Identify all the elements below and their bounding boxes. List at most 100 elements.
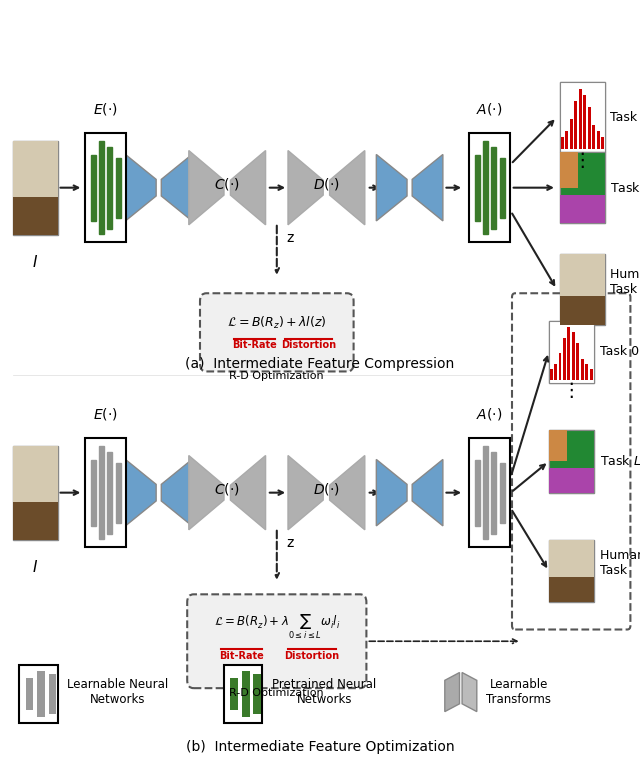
- Text: $E(\cdot)$: $E(\cdot)$: [93, 407, 118, 422]
- Bar: [560, 82, 605, 152]
- Bar: [588, 107, 591, 149]
- Bar: [492, 452, 496, 533]
- Bar: [13, 502, 58, 540]
- Text: $\mathcal{L} = B(R_z) + \lambda \sum_{0 \leq i \leq L} \omega_i l_i$: $\mathcal{L} = B(R_z) + \lambda \sum_{0 …: [214, 613, 340, 641]
- Bar: [549, 540, 594, 577]
- Text: Distortion: Distortion: [281, 340, 337, 350]
- Bar: [560, 82, 605, 152]
- FancyBboxPatch shape: [19, 665, 58, 723]
- Bar: [13, 197, 58, 235]
- Bar: [550, 369, 552, 380]
- Bar: [579, 89, 582, 149]
- Text: $D(\cdot)$: $D(\cdot)$: [313, 481, 340, 497]
- FancyBboxPatch shape: [85, 133, 127, 242]
- Bar: [563, 338, 566, 380]
- Bar: [559, 353, 561, 380]
- Polygon shape: [412, 459, 443, 526]
- Bar: [91, 155, 95, 221]
- Text: Task 0: Task 0: [610, 111, 640, 124]
- Bar: [230, 678, 238, 710]
- Text: Human Vision
Task: Human Vision Task: [600, 549, 640, 577]
- Text: R-D Optimization: R-D Optimization: [230, 371, 324, 382]
- Bar: [483, 446, 488, 540]
- Bar: [500, 462, 504, 522]
- Bar: [91, 460, 95, 526]
- Bar: [570, 119, 573, 149]
- Bar: [577, 343, 579, 380]
- Text: ⋮: ⋮: [573, 151, 592, 170]
- Polygon shape: [462, 673, 477, 712]
- Bar: [108, 452, 112, 533]
- Bar: [560, 254, 605, 296]
- Polygon shape: [125, 155, 156, 221]
- Text: $A(\cdot)$: $A(\cdot)$: [477, 102, 502, 117]
- Bar: [492, 146, 496, 228]
- Polygon shape: [125, 459, 156, 526]
- Bar: [568, 327, 570, 380]
- Bar: [549, 540, 594, 602]
- Text: (b)  Intermediate Feature Optimization: (b) Intermediate Feature Optimization: [186, 740, 454, 754]
- Bar: [99, 141, 104, 234]
- Bar: [565, 131, 568, 149]
- Bar: [560, 152, 578, 188]
- Polygon shape: [161, 459, 192, 526]
- Bar: [242, 670, 250, 718]
- Polygon shape: [230, 150, 266, 224]
- Bar: [561, 137, 564, 149]
- Bar: [549, 577, 594, 602]
- Bar: [99, 446, 104, 540]
- Text: z: z: [287, 536, 294, 550]
- Text: R-D Optimization: R-D Optimization: [230, 688, 324, 698]
- Text: $E(\cdot)$: $E(\cdot)$: [93, 102, 118, 117]
- Bar: [549, 321, 594, 383]
- Text: $A(\cdot)$: $A(\cdot)$: [477, 407, 502, 422]
- FancyBboxPatch shape: [200, 293, 354, 371]
- Bar: [475, 155, 479, 221]
- Bar: [483, 141, 488, 234]
- Bar: [572, 332, 575, 380]
- Bar: [592, 125, 595, 149]
- Text: Task 0: Task 0: [600, 346, 639, 358]
- Bar: [554, 364, 557, 380]
- Text: Distortion: Distortion: [284, 651, 340, 661]
- Text: $C(\cdot)$: $C(\cdot)$: [214, 176, 240, 192]
- Text: (a)  Intermediate Feature Compression: (a) Intermediate Feature Compression: [186, 357, 454, 371]
- Bar: [549, 430, 594, 493]
- FancyBboxPatch shape: [85, 438, 127, 547]
- Polygon shape: [161, 155, 192, 221]
- Bar: [475, 460, 479, 526]
- Polygon shape: [189, 455, 224, 530]
- Text: z: z: [287, 231, 294, 245]
- Bar: [574, 101, 577, 149]
- Bar: [13, 141, 58, 197]
- Text: $D(\cdot)$: $D(\cdot)$: [313, 176, 340, 192]
- Bar: [13, 446, 58, 540]
- Bar: [581, 359, 584, 380]
- Polygon shape: [288, 150, 323, 224]
- Bar: [13, 141, 58, 235]
- Text: $I$: $I$: [32, 559, 38, 575]
- Bar: [601, 137, 604, 149]
- Text: Bit-Rate: Bit-Rate: [220, 651, 264, 661]
- Bar: [596, 131, 600, 149]
- Polygon shape: [189, 150, 224, 224]
- Bar: [590, 369, 593, 380]
- Bar: [253, 674, 261, 713]
- Text: Learnable Neural
Networks: Learnable Neural Networks: [67, 678, 168, 706]
- Bar: [572, 468, 594, 493]
- Bar: [49, 674, 56, 713]
- FancyBboxPatch shape: [468, 133, 511, 242]
- Text: ⋮: ⋮: [561, 382, 581, 400]
- Bar: [549, 430, 567, 461]
- Polygon shape: [330, 455, 365, 530]
- FancyBboxPatch shape: [468, 438, 511, 547]
- Bar: [560, 296, 605, 325]
- Text: Human Vision
Task: Human Vision Task: [610, 267, 640, 296]
- Text: $I$: $I$: [32, 254, 38, 270]
- Bar: [583, 95, 586, 149]
- Text: Task $L$: Task $L$: [600, 454, 640, 468]
- Text: Bit-Rate: Bit-Rate: [232, 340, 276, 350]
- Bar: [116, 157, 120, 217]
- Bar: [560, 195, 582, 223]
- Bar: [500, 157, 504, 217]
